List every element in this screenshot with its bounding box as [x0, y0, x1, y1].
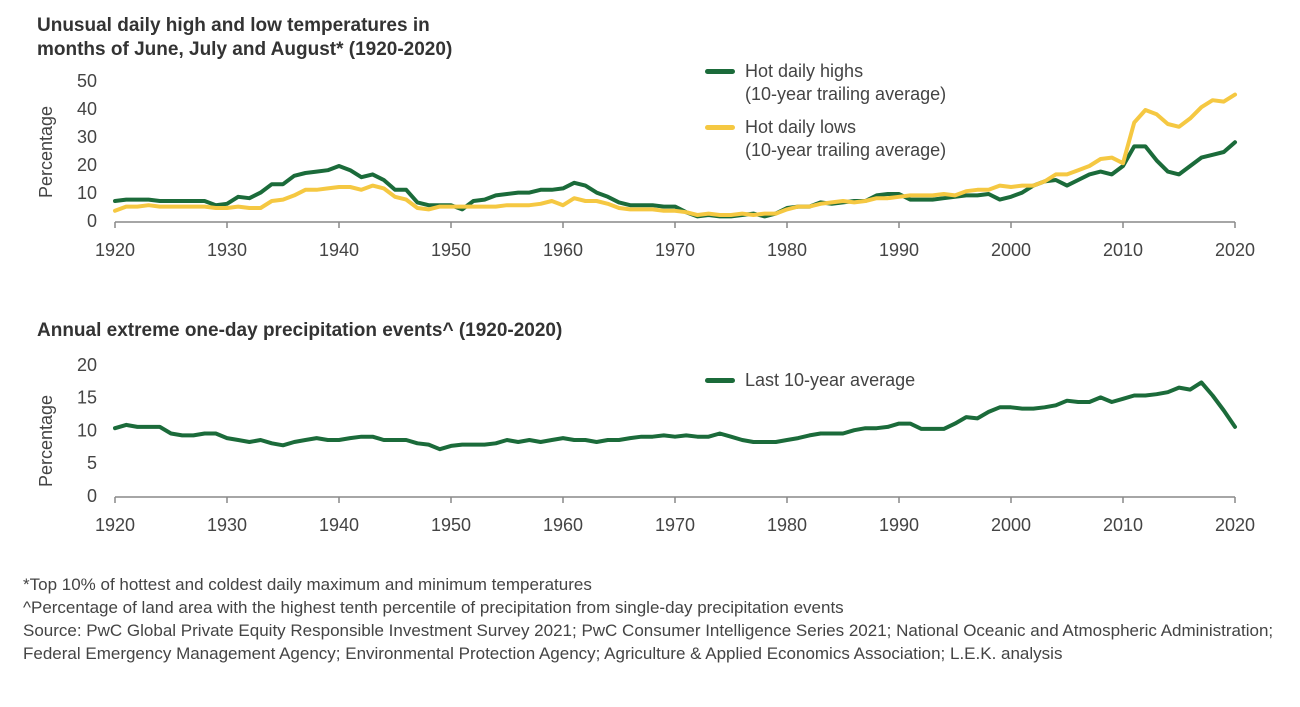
legend-item: Last 10-year average [705, 369, 915, 392]
y-tick-label: 0 [87, 486, 97, 506]
x-tick-label: 1920 [95, 515, 135, 535]
x-tick-label: 1990 [879, 240, 919, 260]
x-tick-label: 1950 [431, 515, 471, 535]
legend-swatch [705, 125, 735, 130]
footnote: Source: PwC Global Private Equity Respon… [23, 621, 1274, 663]
x-tick-label: 1930 [207, 240, 247, 260]
x-tick-label: 1970 [655, 515, 695, 535]
legend-item: Hot daily lows (10-year trailing average… [705, 116, 946, 162]
x-tick-label: 1960 [543, 240, 583, 260]
legend: Hot daily highs (10-year trailing averag… [705, 60, 946, 172]
y-tick-label: 30 [77, 127, 97, 147]
x-tick-label: 1970 [655, 240, 695, 260]
y-axis-label: Percentage [36, 395, 56, 487]
y-tick-label: 15 [77, 388, 97, 408]
x-tick-label: 1980 [767, 240, 807, 260]
x-tick-label: 1940 [319, 240, 359, 260]
legend: Last 10-year average [705, 369, 915, 402]
x-tick-label: 1990 [879, 515, 919, 535]
chart-title: Annual extreme one-day precipitation eve… [37, 320, 563, 341]
y-tick-label: 5 [87, 453, 97, 473]
legend-label: Last 10-year average [745, 370, 916, 390]
data-line [113, 140, 1237, 219]
chart-title: Unusual daily high and low temperatures … [37, 15, 453, 60]
y-tick-label: 20 [77, 355, 97, 375]
x-tick-label: 2000 [991, 240, 1031, 260]
y-tick-label: 40 [77, 99, 97, 119]
x-tick-label: 1920 [95, 240, 135, 260]
x-tick-label: 1930 [207, 515, 247, 535]
x-tick-label: 2020 [1215, 515, 1255, 535]
x-tick-label: 1940 [319, 515, 359, 535]
x-tick-label: 2000 [991, 515, 1031, 535]
legend-swatch [705, 378, 735, 383]
y-tick-label: 20 [77, 155, 97, 175]
legend-item: Hot daily highs (10-year trailing averag… [705, 60, 946, 106]
y-tick-label: 0 [87, 211, 97, 231]
x-tick-label: 2010 [1103, 240, 1143, 260]
y-tick-label: 50 [77, 71, 97, 91]
legend-swatch [705, 69, 735, 74]
footnote: ^Percentage of land area with the highes… [23, 598, 844, 617]
legend-label: Hot daily highs (10-year trailing averag… [745, 61, 947, 104]
x-tick-label: 2020 [1215, 240, 1255, 260]
x-tick-label: 1950 [431, 240, 471, 260]
y-tick-label: 10 [77, 420, 97, 440]
x-tick-label: 1980 [767, 515, 807, 535]
data-line [113, 380, 1237, 452]
legend-label: Hot daily lows (10-year trailing average… [745, 117, 947, 160]
x-tick-label: 1960 [543, 515, 583, 535]
footnotes: *Top 10% of hottest and coldest daily ma… [23, 573, 1283, 665]
footnote: *Top 10% of hottest and coldest daily ma… [23, 575, 592, 594]
x-tick-label: 2010 [1103, 515, 1143, 535]
y-axis-label: Percentage [36, 106, 56, 198]
y-tick-label: 10 [77, 183, 97, 203]
data-line [113, 92, 1237, 217]
